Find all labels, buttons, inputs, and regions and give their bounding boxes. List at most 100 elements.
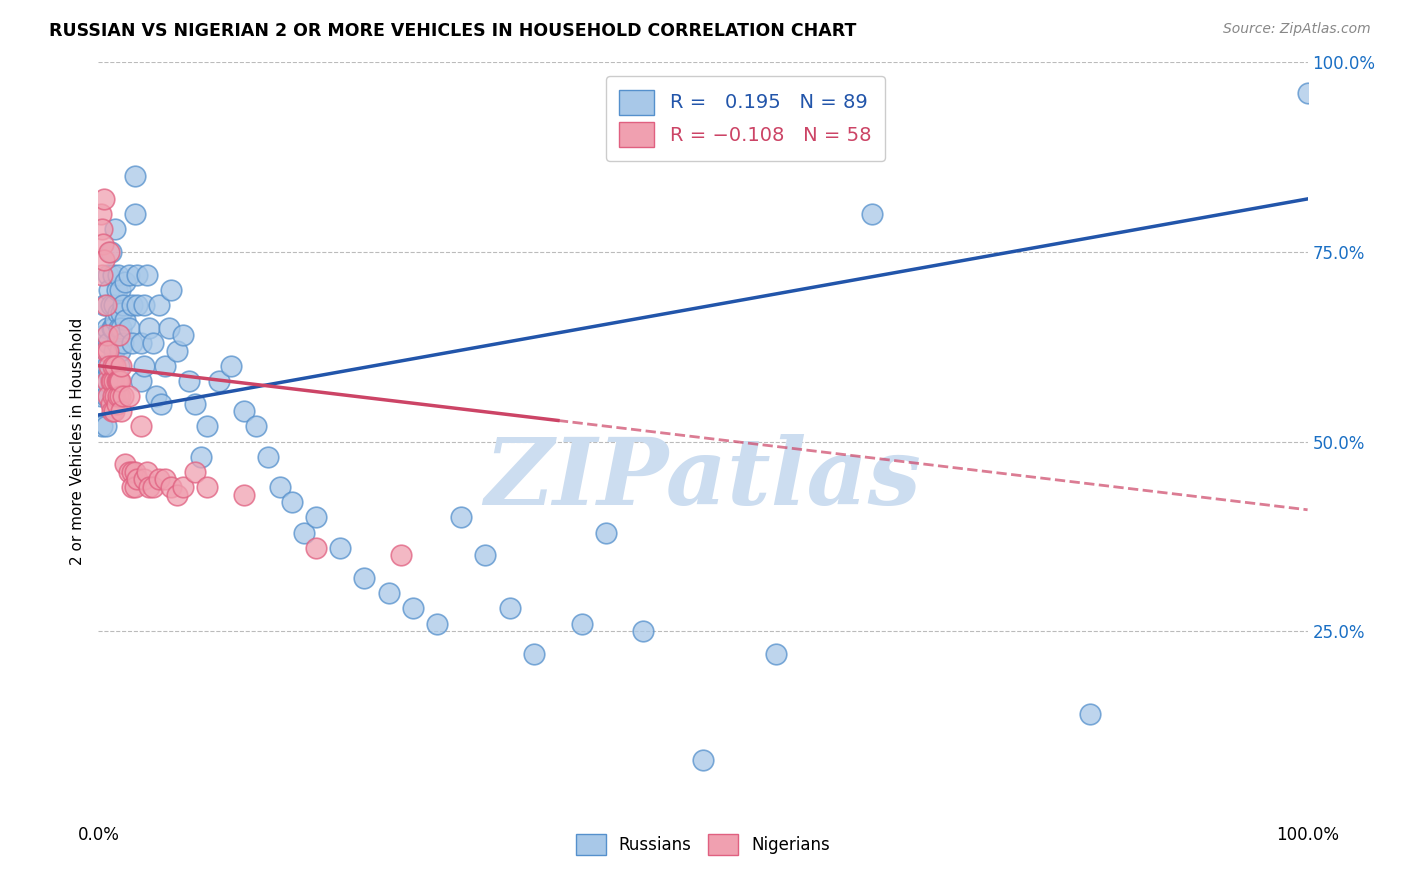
Point [127,473,149,487]
Point [104,389,127,403]
Point [108,283,131,297]
Text: Source: ZipAtlas.com: Source: ZipAtlas.com [1223,22,1371,37]
Point [142,335,165,350]
Point [100,374,122,388]
Point [103,343,125,358]
Point [232,404,254,418]
Point [389,548,412,563]
Point [108,359,131,373]
Point [111,335,134,350]
Point [195,480,218,494]
Point [103,374,125,388]
Point [195,419,218,434]
Point [93,328,115,343]
Point [377,586,399,600]
Point [292,525,315,540]
Point [114,313,136,327]
Point [129,335,152,350]
Point [97,343,120,358]
Point [134,473,156,487]
Point [692,753,714,767]
Point [118,465,141,479]
Point [256,450,278,464]
Point [148,298,170,312]
Point [329,541,352,555]
Point [153,473,176,487]
Point [474,548,496,563]
Point [179,374,201,388]
Point [145,389,167,403]
Point [631,624,654,639]
Point [93,298,115,312]
Point [97,389,120,403]
Point [91,419,114,434]
Point [105,396,128,410]
Point [571,616,593,631]
Point [426,616,449,631]
Point [190,450,212,464]
Point [172,328,194,343]
Point [91,237,114,252]
Point [160,283,183,297]
Point [134,298,156,312]
Point [93,192,115,206]
Point [134,359,156,373]
Legend: Russians, Nigerians: Russians, Nigerians [569,827,837,862]
Point [1296,86,1319,100]
Point [105,335,128,350]
Point [91,359,114,373]
Point [101,359,124,373]
Point [150,396,173,410]
Point [135,268,157,282]
Point [108,343,131,358]
Point [184,465,207,479]
Point [98,366,121,380]
Point [104,222,127,236]
Point [103,298,125,312]
Point [101,389,124,403]
Point [94,343,117,358]
Point [96,359,118,373]
Point [127,298,149,312]
Point [121,480,143,494]
Point [765,647,787,661]
Point [108,328,131,343]
Point [101,320,124,334]
Point [1078,707,1101,722]
Point [860,207,883,221]
Point [94,389,117,403]
Point [108,389,131,403]
Point [96,328,118,343]
Point [184,396,207,410]
Point [104,359,127,373]
Point [121,298,143,312]
Point [121,465,143,479]
Point [91,222,114,236]
Point [110,305,132,319]
Point [93,252,115,267]
Point [118,389,141,403]
Point [114,275,136,289]
Point [90,389,112,403]
Point [124,169,146,184]
Point [100,374,122,388]
Point [94,419,117,434]
Point [107,305,129,319]
Point [127,268,149,282]
Text: ZIPatlas: ZIPatlas [485,434,921,524]
Point [91,268,114,282]
Point [100,244,122,259]
Point [110,404,132,418]
Point [97,268,120,282]
Point [153,359,176,373]
Point [111,389,134,403]
Point [108,374,131,388]
Point [142,480,165,494]
Point [124,465,146,479]
Point [245,419,267,434]
Text: RUSSIAN VS NIGERIAN 2 OR MORE VEHICLES IN HOUSEHOLD CORRELATION CHART: RUSSIAN VS NIGERIAN 2 OR MORE VEHICLES I… [49,22,856,40]
Point [96,374,118,388]
Point [523,647,546,661]
Point [305,541,328,555]
Point [103,404,125,418]
